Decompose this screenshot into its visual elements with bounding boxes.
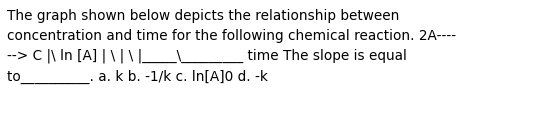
Text: The graph shown below depicts the relationship between
concentration and time fo: The graph shown below depicts the relati… (7, 9, 456, 84)
